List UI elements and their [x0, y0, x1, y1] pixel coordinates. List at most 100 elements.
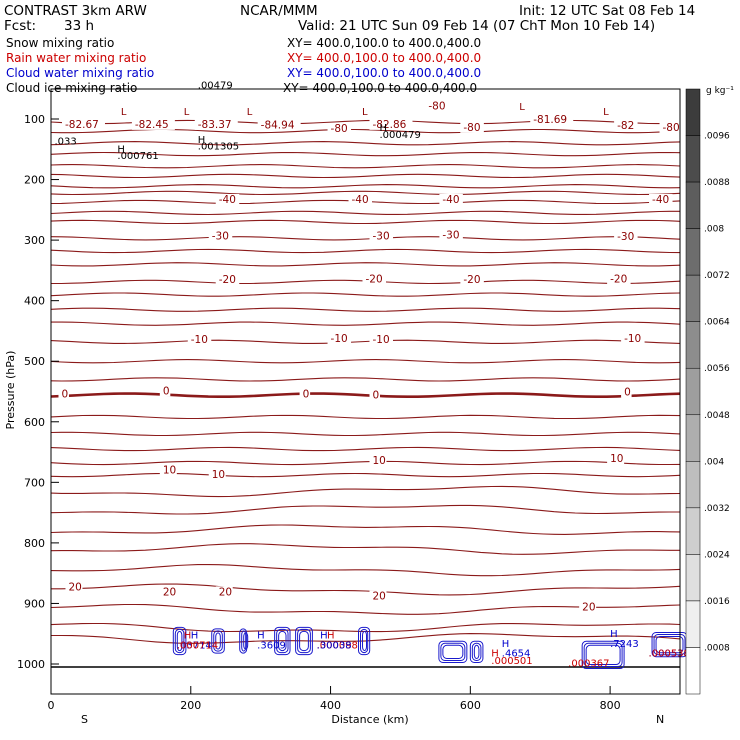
temperature-label: -20 [610, 273, 627, 285]
isotherm-line [50, 414, 681, 420]
field-annotation: H [184, 631, 192, 642]
isotherm-line [50, 236, 681, 241]
temperature-label: 20 [163, 586, 176, 598]
cloud-water-contour [213, 630, 223, 652]
colorbar-tick-label: .0048 [704, 411, 730, 421]
x-end-right-label: N [656, 713, 664, 726]
temperature-label: -84.94 [261, 119, 295, 131]
isotherm-line [50, 446, 681, 452]
x-tick-label: 200 [180, 699, 201, 712]
cloud-water-contour [241, 630, 247, 652]
field-annotation: L [603, 107, 609, 118]
colorbar-tick-label: .008 [704, 225, 724, 235]
colorbar-tick-label: .0056 [704, 364, 730, 374]
temperature-label: -40 [442, 194, 459, 206]
temperature-label-bg [159, 464, 177, 476]
field-annotation: L [247, 107, 253, 118]
cloud-water-contour [473, 644, 480, 659]
temperature-label-bg [614, 120, 638, 132]
colorbar-segment [685, 274, 701, 322]
colorbar-segment [685, 600, 701, 648]
temperature-label: -82.67 [65, 119, 99, 131]
isotherm-line [50, 164, 681, 169]
cloud-water-contour [358, 626, 371, 656]
field-annotation: H [327, 631, 335, 642]
isotherm-line [50, 262, 681, 267]
temperature-label-bg [425, 100, 449, 112]
colorbar-segment [685, 135, 701, 183]
cloud-water-contour [655, 636, 684, 654]
colorbar-segment [685, 647, 701, 695]
field-annotation: H [502, 639, 510, 650]
temperature-label: -20 [366, 273, 383, 285]
field-annotation: H [320, 631, 328, 642]
field-legend: Snow mixing ratio XY= 400.0,100.0 to 400… [6, 36, 481, 95]
x-axis-title: Distance (km) [331, 713, 408, 726]
field-annotation: H [491, 649, 499, 660]
isotherm-line [50, 603, 681, 615]
colorbar-tick-label: .0032 [704, 504, 730, 514]
isotherm-line [50, 248, 681, 254]
temperature-label-bg [348, 193, 373, 205]
temperature-label: -30 [212, 230, 229, 242]
temperature-label-bg [530, 114, 574, 126]
x-tick-label: 600 [460, 699, 481, 712]
cloud-water-contour [469, 640, 484, 663]
cloud-water-contour [653, 634, 686, 656]
isotherm-line [51, 321, 681, 326]
temperature-label: 0 [372, 390, 379, 402]
plot-frame [50, 88, 681, 695]
legend-xy-cloud-ice: XY= 400.0,100.0 to 400.0,400.0 [283, 81, 477, 95]
temperature-label: -83.37 [198, 119, 232, 131]
y-tick-label: 400 [24, 295, 45, 308]
field-annotation: L [121, 107, 127, 118]
legend-name-cloud-ice: Cloud ice mixing ratio [6, 81, 137, 95]
x-tick-label: 400 [320, 699, 341, 712]
isotherm-line [50, 307, 681, 312]
cloud-water-contour [176, 630, 183, 652]
isotherm-line [50, 460, 681, 466]
temperature-label-bg [299, 388, 311, 400]
field-annotation: .00479 [198, 81, 233, 92]
temperature-label-bg [327, 123, 352, 135]
cloud-water-contour [360, 628, 369, 654]
temperature-label: 10 [212, 469, 225, 481]
isotherm-line [50, 472, 681, 478]
field-annotation: L [362, 107, 368, 118]
legend-name-cloud-water: Cloud water mixing ratio [6, 66, 154, 80]
temperature-label-bg [215, 586, 233, 598]
legend-name-rain: Rain water mixing ratio [6, 51, 146, 65]
field-annotation: .000714 [177, 640, 218, 651]
temperature-label-bg [159, 385, 171, 397]
temperature-label: 20 [219, 586, 232, 598]
cloud-water-contour [278, 630, 287, 652]
temperature-label-bg [369, 118, 413, 130]
cloud-water-contour [174, 628, 185, 654]
y-tick-label: 100 [24, 113, 45, 126]
field-annotation: L [519, 102, 525, 113]
colorbar-tick-label: .0096 [704, 132, 730, 142]
temperature-label: -82.86 [372, 119, 406, 131]
temperature-label-bg [65, 581, 83, 593]
temperature-label-bg [327, 333, 352, 345]
y-tick-label: 1000 [17, 658, 45, 671]
temperature-label-bg [659, 121, 684, 133]
temperature-label: -30 [442, 230, 459, 242]
colorbar-segment [685, 367, 701, 416]
temperature-label-bg [131, 118, 175, 130]
cloud-water-contour [362, 630, 368, 652]
temperature-label: -80 [663, 122, 680, 134]
y-axis: 100 200 300 400 500 600 700 800 900 1000 [17, 113, 59, 671]
field-annotation: .30038 [317, 640, 352, 651]
cloud-water-contour [276, 628, 289, 654]
field-annotation: .4654 [502, 649, 531, 660]
colorbar-tick-label: .0088 [704, 178, 730, 188]
temperature-label: -82 [617, 120, 634, 132]
colorbar-segment [685, 554, 701, 602]
temperature-label: -20 [463, 274, 480, 286]
y-tick-label: 500 [24, 355, 45, 368]
cloud-water-contour [215, 632, 221, 650]
field-annotation: .001305 [198, 141, 239, 152]
org-label: NCAR/MMM [240, 3, 318, 19]
